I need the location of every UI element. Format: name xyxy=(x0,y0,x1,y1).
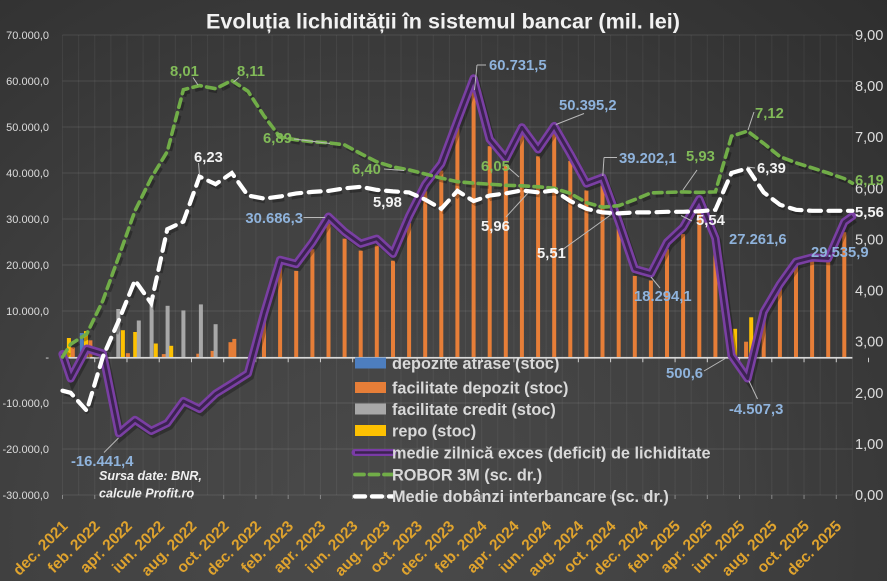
svg-text:6,19: 6,19 xyxy=(855,173,884,189)
svg-text:0,00: 0,00 xyxy=(855,488,883,504)
svg-text:Medie dobânzi interbancare (sc: Medie dobânzi interbancare (sc. dr.) xyxy=(392,488,669,506)
svg-text:5,56: 5,56 xyxy=(855,205,884,221)
svg-text:39.202,1: 39.202,1 xyxy=(619,151,677,167)
svg-text:5,54: 5,54 xyxy=(696,213,726,229)
svg-text:6,40: 6,40 xyxy=(352,162,381,178)
svg-text:medie zilnică exces (deficit): medie zilnică exces (deficit) de lichidi… xyxy=(392,444,711,462)
svg-text:3,00: 3,00 xyxy=(855,335,883,351)
svg-text:Evoluția lichidității în siste: Evoluția lichidității în sistemul bancar… xyxy=(206,9,680,34)
svg-text:facilitate credit (stoc): facilitate credit (stoc) xyxy=(392,401,556,419)
svg-text:18.294,1: 18.294,1 xyxy=(634,289,692,305)
svg-text:-10.000,0: -10.000,0 xyxy=(3,398,49,410)
svg-text:5,00: 5,00 xyxy=(855,232,883,248)
svg-text:6,00: 6,00 xyxy=(855,181,883,197)
svg-text:ROBOR 3M (sc. dr.): ROBOR 3M (sc. dr.) xyxy=(392,466,542,484)
svg-text:50.000,0: 50.000,0 xyxy=(6,122,49,134)
svg-text:5,93: 5,93 xyxy=(686,149,715,165)
svg-text:70.000,0: 70.000,0 xyxy=(6,30,49,42)
svg-text:6,23: 6,23 xyxy=(194,150,223,166)
svg-text:10.000,0: 10.000,0 xyxy=(6,306,49,318)
svg-text:depozite atrase (stoc): depozite atrase (stoc) xyxy=(392,355,559,373)
svg-text:2,00: 2,00 xyxy=(855,386,883,402)
svg-text:-16.441,4: -16.441,4 xyxy=(71,454,134,470)
svg-text:6,39: 6,39 xyxy=(757,161,786,177)
svg-text:30.686,3: 30.686,3 xyxy=(245,211,303,227)
svg-text:8,11: 8,11 xyxy=(237,64,265,80)
svg-text:50.395,2: 50.395,2 xyxy=(559,98,617,114)
svg-text:repo (stoc): repo (stoc) xyxy=(392,422,476,440)
svg-text:6,05: 6,05 xyxy=(481,159,510,175)
svg-text:30.000,0: 30.000,0 xyxy=(6,214,49,226)
svg-text:6,89: 6,89 xyxy=(263,131,292,147)
svg-text:500,6: 500,6 xyxy=(666,366,703,382)
svg-text:7,00: 7,00 xyxy=(855,130,883,146)
svg-text:5,98: 5,98 xyxy=(373,195,402,211)
svg-text:1,00: 1,00 xyxy=(855,437,883,453)
svg-text:5,96: 5,96 xyxy=(481,219,510,235)
svg-text:calcule Profit.ro: calcule Profit.ro xyxy=(99,487,194,501)
svg-text:-4.507,3: -4.507,3 xyxy=(729,402,783,418)
svg-text:60.000,0: 60.000,0 xyxy=(6,76,49,88)
svg-text:-30.000,0: -30.000,0 xyxy=(3,490,49,502)
svg-text:5,51: 5,51 xyxy=(537,246,566,262)
svg-text:27.261,6: 27.261,6 xyxy=(729,232,787,248)
svg-text:-20.000,0: -20.000,0 xyxy=(3,444,49,456)
svg-text:7,12: 7,12 xyxy=(755,106,784,122)
svg-text:29.535,9: 29.535,9 xyxy=(811,245,869,261)
svg-text:8,00: 8,00 xyxy=(855,79,883,95)
svg-text:Sursa date: BNR,: Sursa date: BNR, xyxy=(99,469,202,483)
svg-text:40.000,0: 40.000,0 xyxy=(6,168,49,180)
svg-text:20.000,0: 20.000,0 xyxy=(6,260,49,272)
svg-text:8,01: 8,01 xyxy=(170,64,199,80)
svg-text:4,00: 4,00 xyxy=(855,284,883,300)
svg-text:9,00: 9,00 xyxy=(855,28,883,44)
svg-text:facilitate depozit (stoc): facilitate depozit (stoc) xyxy=(392,379,568,397)
svg-text:-: - xyxy=(45,352,49,364)
svg-text:60.731,5: 60.731,5 xyxy=(489,58,547,74)
